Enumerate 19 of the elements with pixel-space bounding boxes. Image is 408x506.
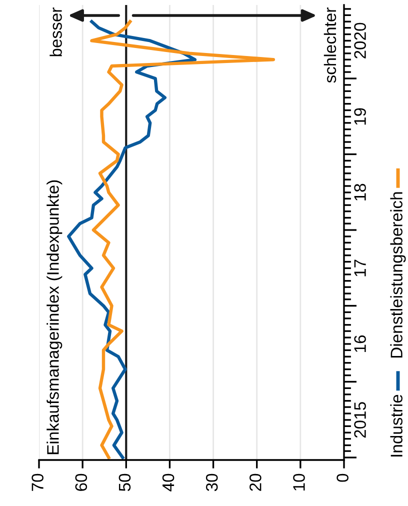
x-tick-label: 60 <box>75 474 88 491</box>
annotation: besser <box>50 8 62 56</box>
x-tick-label: 50 <box>118 474 131 492</box>
y-tick-label: 19 <box>354 108 366 125</box>
legend-label: Industrie <box>390 394 402 456</box>
y-tick-label: 17 <box>354 260 366 276</box>
x-tick-label: 40 <box>162 474 174 492</box>
y-tick-label: 18 <box>354 184 366 200</box>
x-tick-label: 10 <box>293 474 305 490</box>
y-tick-label: 2020 <box>354 22 366 58</box>
x-tick-label: 20 <box>250 474 262 491</box>
x-tick-label: 0 <box>336 474 348 482</box>
x-tick-label: 70 <box>32 474 44 491</box>
y-tick-label: 16 <box>354 335 366 352</box>
y-tick-label: 2015 <box>354 402 366 438</box>
annotation: schlechter <box>324 8 336 83</box>
x-tick-label: 30 <box>206 474 218 492</box>
legend-label: Dienstleistungsbereich <box>390 192 406 358</box>
y-axis-title: Einkaufsmanagerindex (Indexpunkte) <box>46 180 62 454</box>
